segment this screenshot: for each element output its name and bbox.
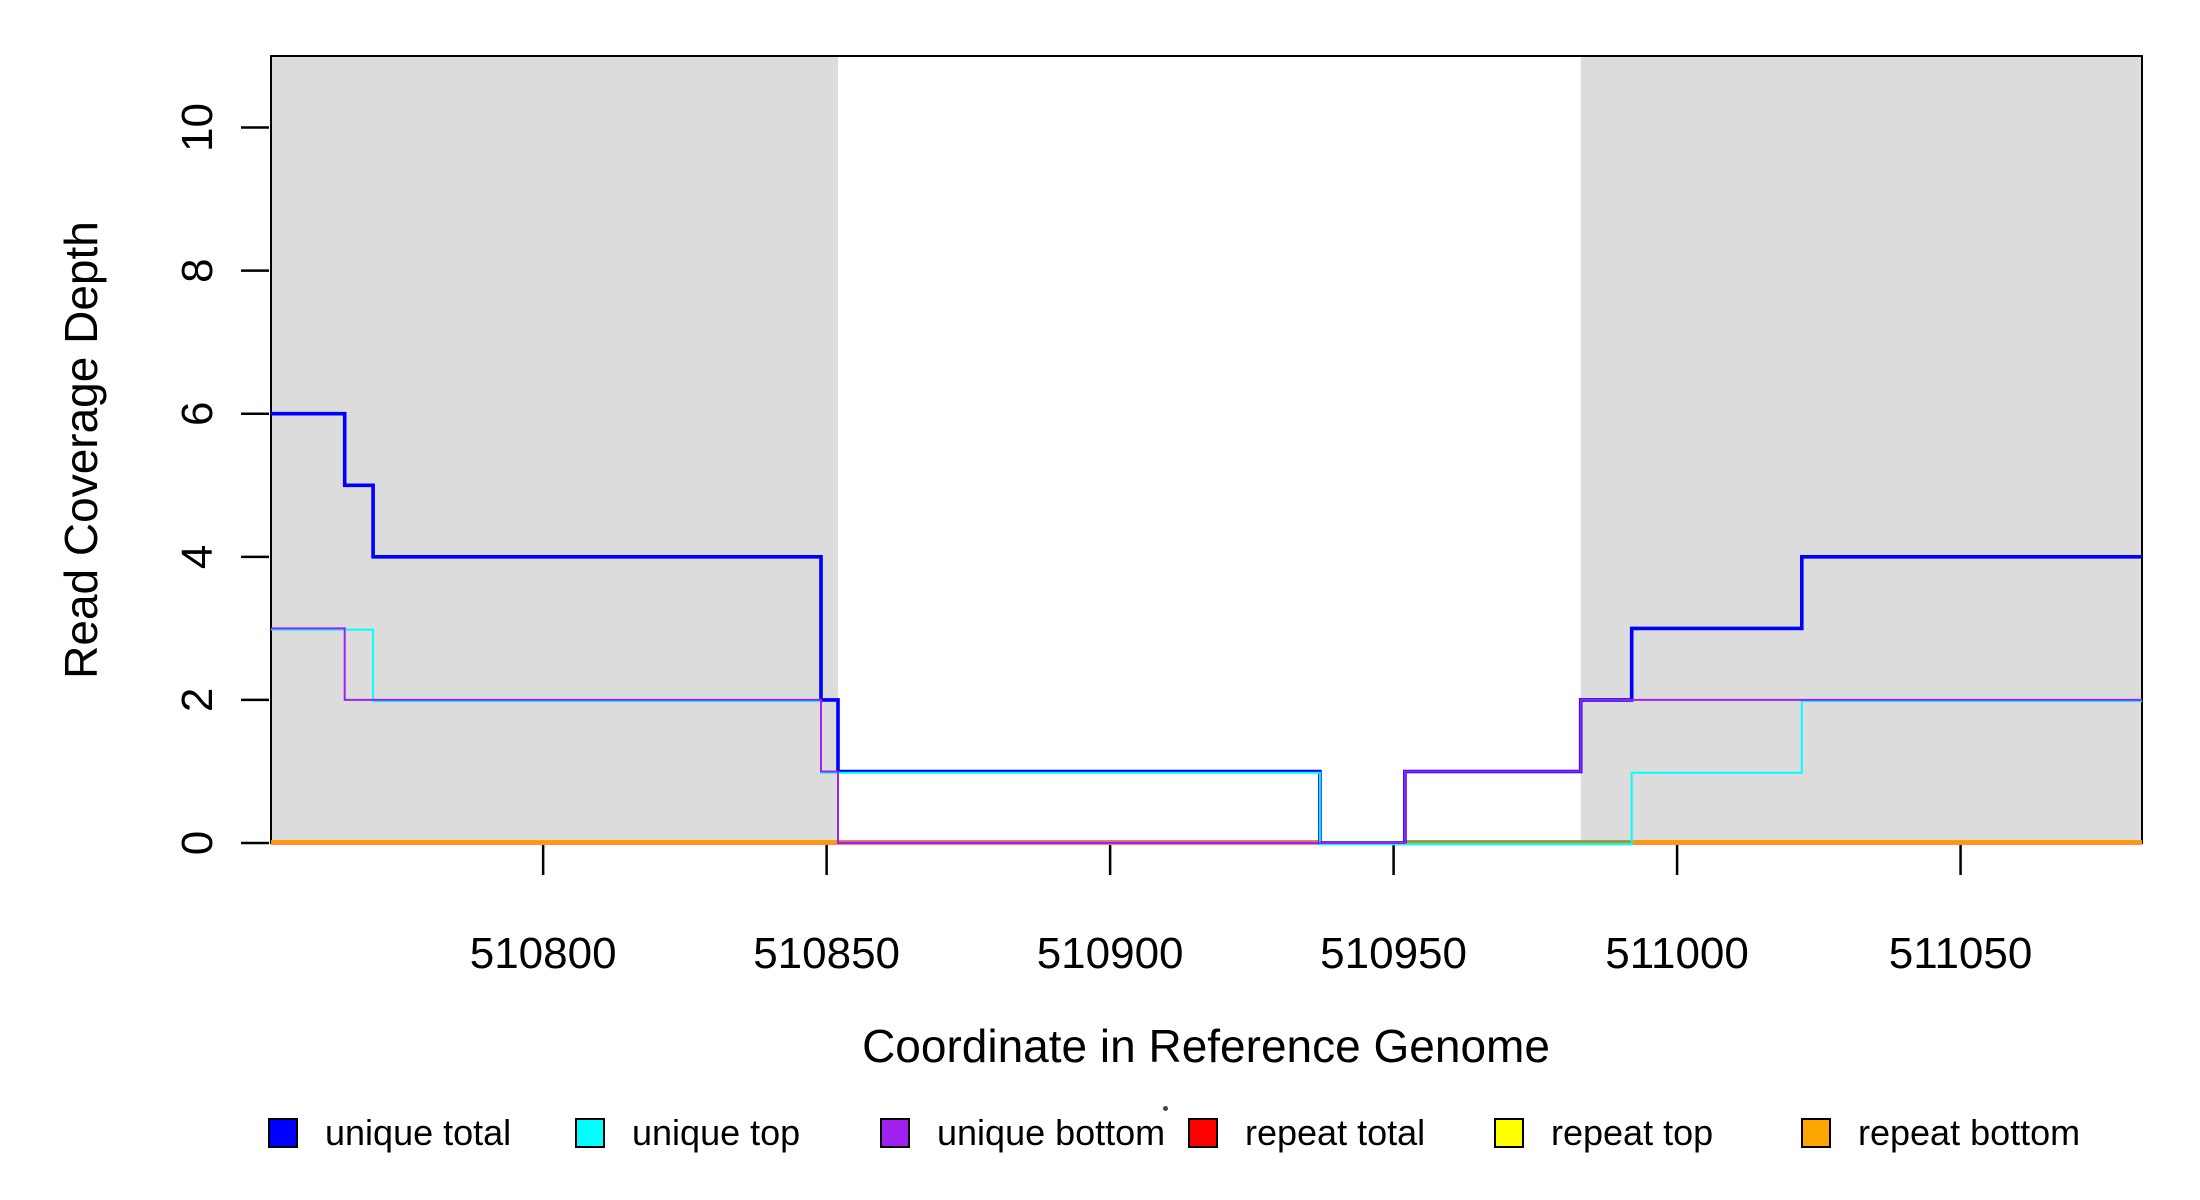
legend-swatch-repeat-bottom bbox=[1801, 1118, 1831, 1148]
legend-item-unique-bottom: unique bottom bbox=[880, 1103, 1165, 1163]
legend-item-label: repeat top bbox=[1551, 1112, 1714, 1153]
legend-item-repeat-bottom: repeat bottom bbox=[1801, 1103, 2080, 1163]
y-tick-label: 2 bbox=[173, 688, 222, 712]
legend-swatch-repeat-top bbox=[1494, 1118, 1524, 1148]
legend-item-unique-total: unique total bbox=[268, 1103, 511, 1163]
series-line-unique-bottom bbox=[271, 627, 2142, 844]
legend-item-label: unique bottom bbox=[937, 1112, 1166, 1153]
x-tick-label: 510850 bbox=[753, 929, 900, 978]
y-tick-label: 6 bbox=[173, 401, 222, 425]
legend-swatch-unique-bottom bbox=[880, 1118, 910, 1148]
y-tick-label: 10 bbox=[173, 103, 222, 152]
legend-item-repeat-total: repeat total bbox=[1188, 1103, 1425, 1163]
legend-swatch-unique-top bbox=[575, 1118, 605, 1148]
x-tick-label: 511050 bbox=[1889, 929, 2033, 978]
series-line-unique-top bbox=[271, 628, 2142, 846]
shaded-repeat-region bbox=[271, 56, 838, 843]
legend-item-label: repeat bottom bbox=[1858, 1112, 2081, 1153]
y-tick-label: 4 bbox=[173, 545, 222, 569]
shaded-repeat-region bbox=[1580, 56, 2142, 843]
legend-item-label: unique top bbox=[632, 1112, 801, 1153]
series-layer bbox=[271, 411, 2142, 846]
x-tick-label: 511000 bbox=[1605, 929, 1749, 978]
legend-item-repeat-top: repeat top bbox=[1494, 1103, 1713, 1163]
legend-item-label: repeat total bbox=[1245, 1112, 1426, 1153]
y-tick-label: 8 bbox=[173, 258, 222, 282]
x-tick-label: 510900 bbox=[1037, 929, 1184, 978]
legend-swatch-repeat-total bbox=[1188, 1118, 1218, 1148]
x-axis-title: Coordinate in Reference Genome bbox=[862, 1020, 1550, 1072]
legend-swatch-unique-total bbox=[268, 1118, 298, 1148]
axes-layer: 510800 510850 510900 510950 511000 511050 0 2 4 6… bbox=[173, 103, 2032, 978]
x-tick-label: 510800 bbox=[470, 929, 617, 978]
legend-item-label: unique total bbox=[325, 1112, 512, 1153]
shaded-regions-layer bbox=[271, 56, 2142, 843]
legend-item-unique-top: unique top bbox=[575, 1103, 800, 1163]
y-axis-title: Read Coverage Depth bbox=[55, 221, 107, 679]
x-tick-label: 510950 bbox=[1320, 929, 1467, 978]
y-tick-label: 0 bbox=[173, 831, 222, 855]
legend-artifact-dot bbox=[1163, 1106, 1168, 1111]
